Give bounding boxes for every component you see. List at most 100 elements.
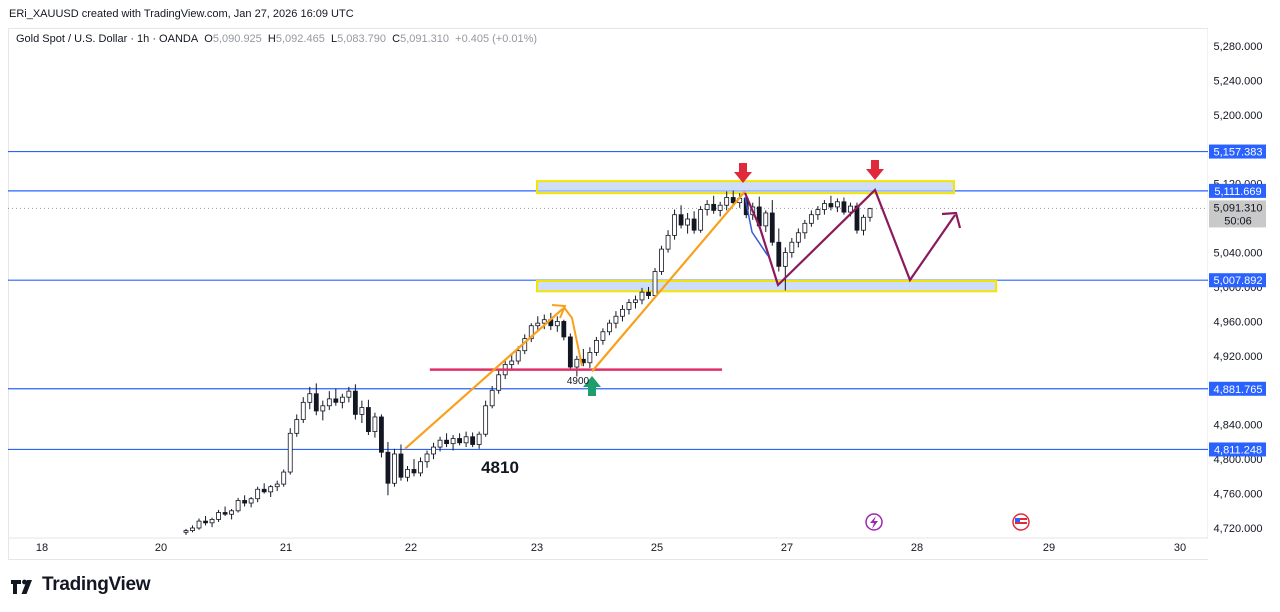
candle-body[interactable] <box>248 498 254 504</box>
candle-body[interactable] <box>607 322 612 333</box>
candle-body[interactable] <box>841 201 847 213</box>
candle-body[interactable] <box>554 321 560 327</box>
candle-body[interactable] <box>346 390 352 398</box>
candle-body[interactable] <box>424 453 430 463</box>
candle-body[interactable] <box>600 331 606 341</box>
candle-body[interactable] <box>300 401 306 420</box>
candle-body[interactable] <box>320 405 326 412</box>
supply-demand-zone[interactable] <box>536 279 998 293</box>
candle-body[interactable] <box>444 439 449 445</box>
candle-body[interactable] <box>294 419 300 434</box>
candle-body[interactable] <box>711 203 717 211</box>
candle-body[interactable] <box>216 512 221 520</box>
candle-body[interactable] <box>769 212 775 243</box>
candle-body[interactable] <box>594 339 599 353</box>
candle-body[interactable] <box>795 232 801 243</box>
candle-body[interactable] <box>808 214 814 224</box>
candle-body[interactable] <box>463 436 469 444</box>
candle-body[interactable] <box>587 352 593 364</box>
candle-body[interactable] <box>489 389 495 407</box>
orange-rally-2-path[interactable] <box>591 190 746 373</box>
candle-body[interactable] <box>333 398 339 403</box>
candle-body[interactable] <box>190 527 195 531</box>
candle-body[interactable] <box>437 439 443 448</box>
candle-body[interactable] <box>763 212 769 227</box>
candle-body[interactable] <box>724 197 730 206</box>
candle-body[interactable] <box>255 488 261 500</box>
candle-body[interactable] <box>405 469 410 478</box>
candle-body[interactable] <box>196 520 202 529</box>
candle-body[interactable] <box>379 416 384 453</box>
orange-rally-1-path[interactable] <box>404 307 564 450</box>
candle-body[interactable] <box>313 393 319 412</box>
candle-body[interactable] <box>802 222 808 234</box>
candle-body[interactable] <box>730 197 736 204</box>
candle-body[interactable] <box>307 393 313 403</box>
candle-body[interactable] <box>815 209 821 216</box>
candle-body[interactable] <box>431 446 436 455</box>
candle-body[interactable] <box>287 432 293 473</box>
candle-body[interactable] <box>626 302 632 310</box>
candle-body[interactable] <box>691 218 697 231</box>
candle-body[interactable] <box>678 214 684 226</box>
candle-body[interactable] <box>528 325 534 340</box>
candle-body[interactable] <box>620 308 625 317</box>
candle-body[interactable] <box>665 234 671 250</box>
candle-body[interactable] <box>535 322 541 327</box>
candle-body[interactable] <box>229 510 235 515</box>
candle-body[interactable] <box>352 390 358 415</box>
candle-body[interactable] <box>835 201 840 208</box>
candle-body[interactable] <box>339 396 345 403</box>
candle-body[interactable] <box>203 520 208 524</box>
candle-body[interactable] <box>372 416 378 433</box>
candle-body[interactable] <box>646 291 651 297</box>
candle-body[interactable] <box>633 299 638 303</box>
candle-body[interactable] <box>392 453 397 484</box>
candle-body[interactable] <box>613 315 619 324</box>
candle-body[interactable] <box>659 248 664 272</box>
candle-body[interactable] <box>385 451 391 484</box>
candle-body[interactable] <box>183 530 189 533</box>
candle-body[interactable] <box>209 518 215 524</box>
candle-body[interactable] <box>411 469 417 474</box>
candle-body[interactable] <box>326 398 332 407</box>
candle-body[interactable] <box>496 374 502 391</box>
candle-body[interactable] <box>639 291 645 301</box>
candle-body[interactable] <box>222 512 228 515</box>
candle-body[interactable] <box>861 216 866 231</box>
candle-body[interactable] <box>717 204 723 211</box>
candle-body[interactable] <box>867 208 873 218</box>
candle-body[interactable] <box>854 205 860 231</box>
candle-body[interactable] <box>476 433 482 445</box>
candle-body[interactable] <box>359 407 365 415</box>
candle-body[interactable] <box>235 500 241 512</box>
candle-body[interactable] <box>509 360 515 365</box>
candle-body[interactable] <box>704 203 710 210</box>
candle-body[interactable] <box>652 271 658 297</box>
candle-body[interactable] <box>457 438 463 444</box>
candle-body[interactable] <box>261 488 267 493</box>
candle-body[interactable] <box>541 319 547 324</box>
candle-body[interactable] <box>561 321 567 338</box>
candle-body[interactable] <box>789 241 795 253</box>
candle-body[interactable] <box>515 350 521 362</box>
candle-body[interactable] <box>281 471 287 485</box>
supply-demand-zone[interactable] <box>536 180 955 195</box>
candle-body[interactable] <box>450 438 456 445</box>
candle-body[interactable] <box>274 483 280 488</box>
candle-body[interactable] <box>483 405 489 435</box>
candle-body[interactable] <box>698 209 704 231</box>
candle-body[interactable] <box>574 358 580 368</box>
candle-body[interactable] <box>672 214 677 236</box>
purple-projection-path[interactable] <box>743 188 956 288</box>
candle-body[interactable] <box>268 486 274 493</box>
candle-body[interactable] <box>685 218 690 226</box>
candle-body[interactable] <box>822 203 827 210</box>
candle-body[interactable] <box>828 203 834 208</box>
candle-body[interactable] <box>567 336 573 368</box>
candle-body[interactable] <box>848 205 853 213</box>
candle-body[interactable] <box>242 500 248 504</box>
candle-body[interactable] <box>776 241 782 267</box>
candle-body[interactable] <box>470 436 476 445</box>
